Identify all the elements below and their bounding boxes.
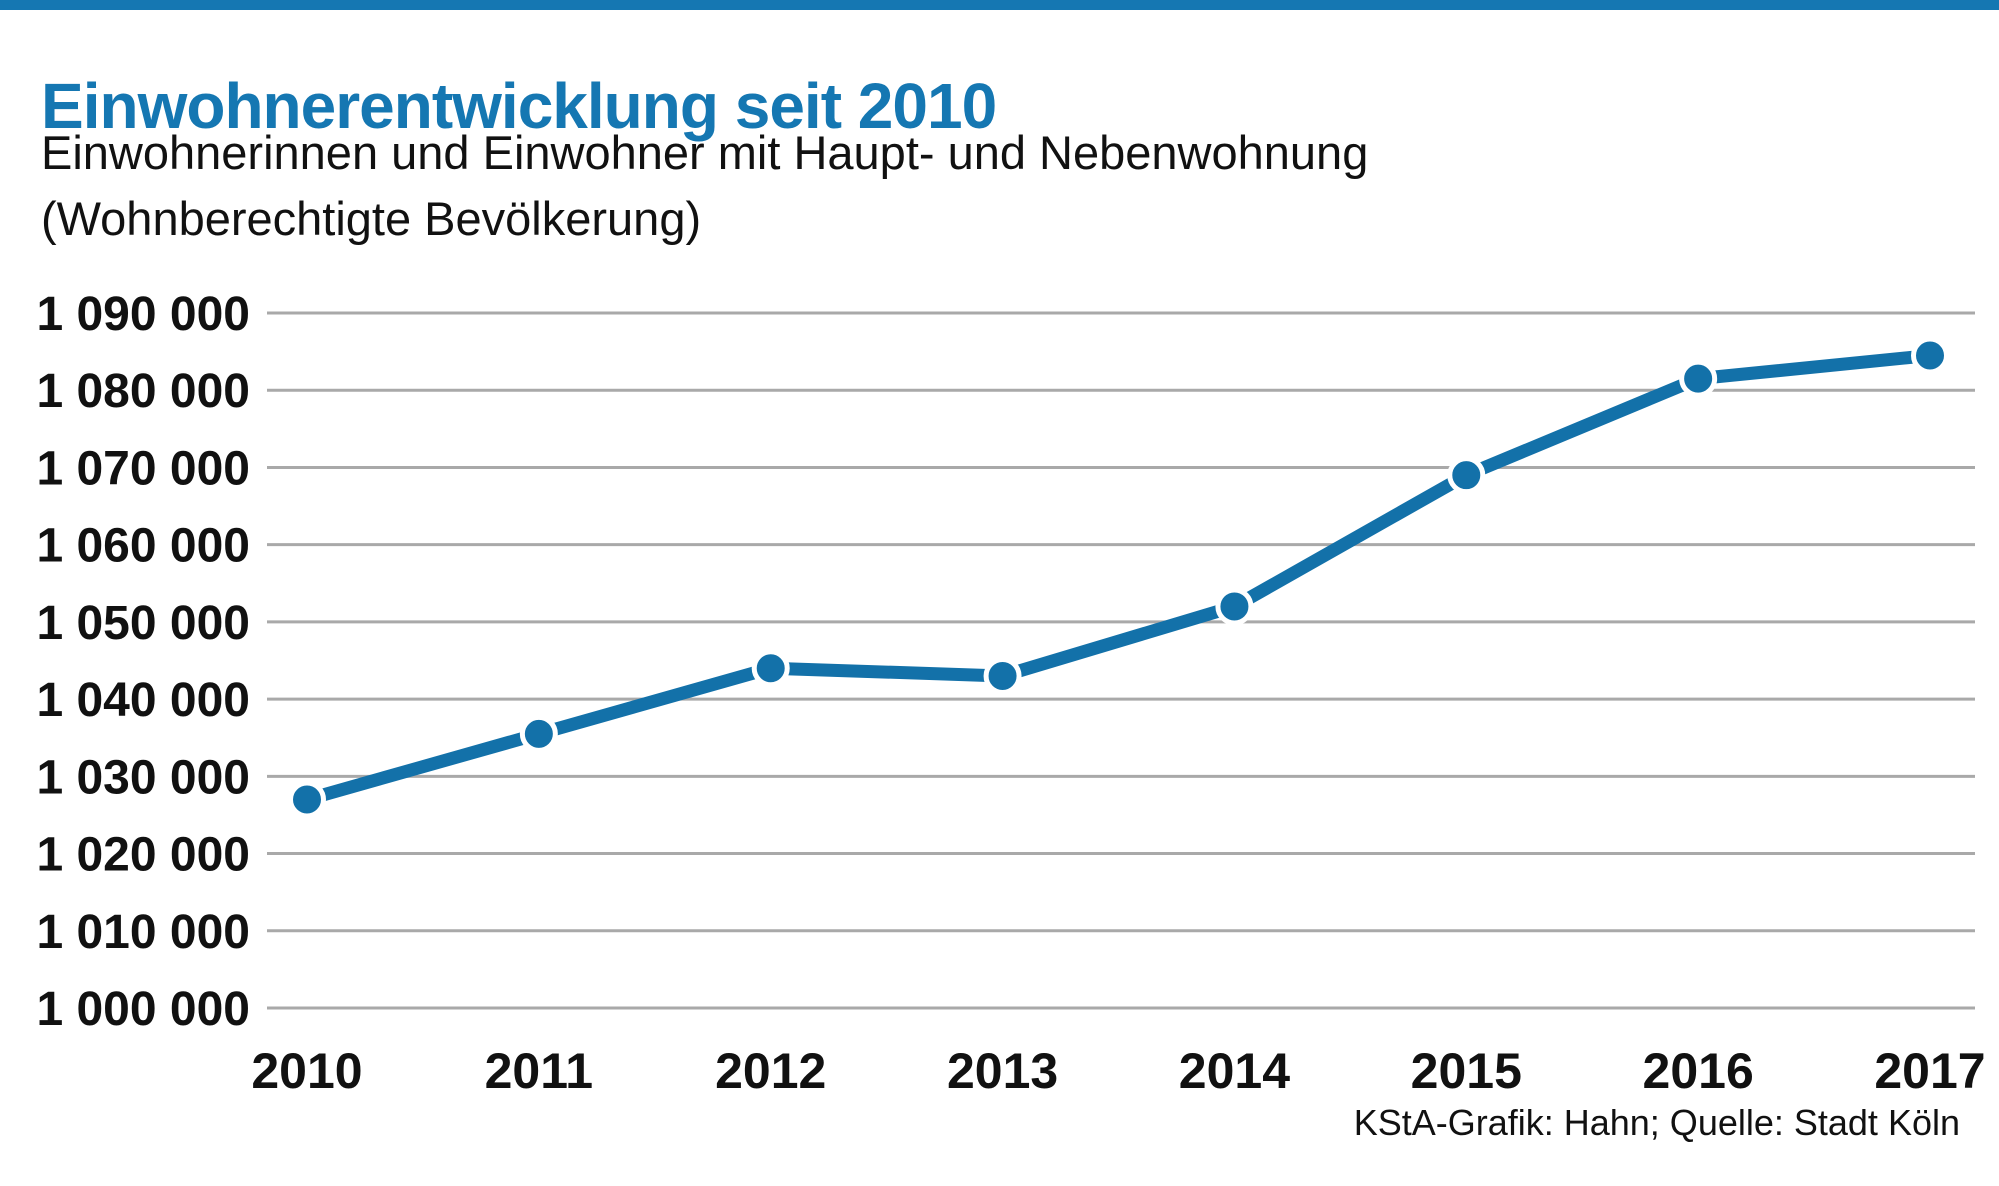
chart-subtitle-line-2: (Wohnberechtigte Bevölkerung) [41,191,702,245]
y-axis-tick-label: 1 000 000 [36,983,250,1036]
y-axis-tick-label: 1 060 000 [36,520,250,573]
y-axis-tick-label: 1 070 000 [36,442,250,495]
x-axis-tick-label: 2012 [715,1043,826,1099]
y-axis-tick-label: 1 050 000 [36,597,250,650]
chart-subtitle: Einwohnerinnen und Einwohner mit Haupt- … [41,120,1368,252]
data-point-2013 [983,656,1022,695]
x-axis-tick-label: 2011 [485,1043,593,1099]
x-axis-tick-label: 2017 [1874,1043,1985,1099]
chart-subtitle-line-1: Einwohnerinnen und Einwohner mit Haupt- … [41,126,1369,179]
x-axis-tick-label: 2010 [251,1043,362,1099]
y-axis-tick-label: 1 040 000 [36,674,250,727]
y-axis-tick-label: 1 030 000 [36,751,250,804]
chart-title: Einwohnerentwicklung seit 2010 [41,69,997,142]
x-axis-tick-label: 2015 [1411,1043,1522,1099]
data-line [300,348,1937,806]
x-axis-tick-label: 2014 [1179,1043,1290,1099]
top-accent-bar [0,0,1999,10]
data-point-2010 [288,780,326,819]
x-axis-tick-label: 2016 [1643,1043,1754,1099]
x-axis-tick-label: 2013 [947,1043,1058,1099]
y-axis-tick-label: 1 020 000 [36,829,250,882]
data-point-2014 [1215,587,1254,626]
source-credit: KStA-Grafik: Hahn; Quelle: Stadt Köln [1353,1102,1960,1143]
data-point-2016 [1679,359,1718,398]
data-point-2015 [1447,456,1486,495]
data-point-2011 [519,714,558,753]
y-axis-tick-label: 1 090 000 [36,288,250,341]
data-point-2012 [751,649,790,688]
y-axis-tick-label: 1 080 000 [36,365,250,418]
data-point-2017 [1911,336,1949,375]
y-axis-tick-label: 1 010 000 [36,906,250,959]
